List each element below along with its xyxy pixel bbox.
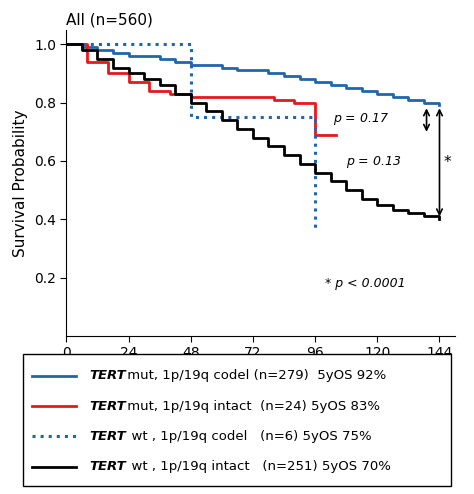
Text: $p$ = 0.17: $p$ = 0.17: [333, 111, 389, 126]
Text: wt , 1p/19q intact   (n=251) 5yOS 70%: wt , 1p/19q intact (n=251) 5yOS 70%: [123, 460, 391, 473]
Text: TERT: TERT: [90, 369, 126, 382]
Text: wt , 1p/19q codel   (n=6) 5yOS 75%: wt , 1p/19q codel (n=6) 5yOS 75%: [123, 430, 371, 443]
FancyBboxPatch shape: [23, 354, 451, 486]
X-axis label: Overall Survival (months): Overall Survival (months): [163, 366, 358, 381]
Text: All (n=560): All (n=560): [66, 12, 153, 27]
Text: *: *: [444, 155, 451, 170]
Text: TERT: TERT: [90, 430, 126, 443]
Text: TERT: TERT: [90, 460, 126, 473]
Y-axis label: Survival Probability: Survival Probability: [13, 109, 28, 256]
Text: mut, 1p/19q codel (n=279)  5yOS 92%: mut, 1p/19q codel (n=279) 5yOS 92%: [123, 369, 386, 382]
Text: $p$ = 0.13: $p$ = 0.13: [346, 154, 401, 170]
Text: TERT: TERT: [90, 400, 126, 412]
Text: mut, 1p/19q intact  (n=24) 5yOS 83%: mut, 1p/19q intact (n=24) 5yOS 83%: [123, 400, 380, 412]
Text: * p < 0.0001: * p < 0.0001: [326, 277, 406, 290]
